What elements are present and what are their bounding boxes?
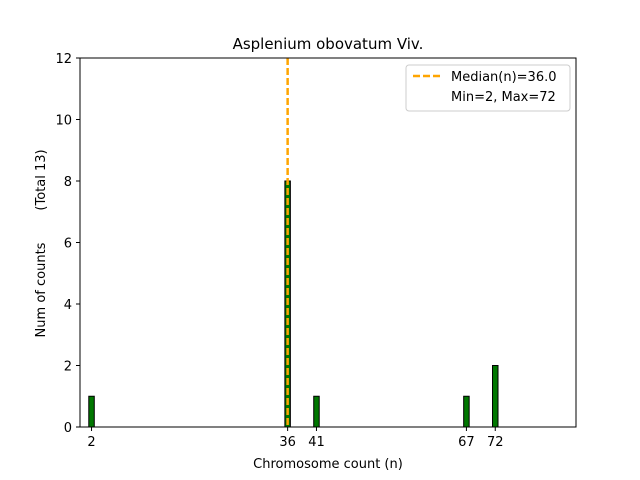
x-tick-label-67: 67 [458, 435, 475, 450]
y-tick-label-0: 0 [64, 421, 72, 436]
bar-2 [88, 395, 95, 428]
x-tick-label-41: 41 [308, 435, 325, 450]
y-tick-label-10: 10 [55, 114, 72, 129]
legend-box [405, 64, 571, 112]
y-tick-label-8: 8 [64, 175, 72, 190]
x-tick-label-2: 2 [87, 435, 95, 450]
y-axis-label: Num of counts [34, 242, 49, 337]
y-tick-label-12: 12 [55, 52, 72, 67]
chart-title: Asplenium obovatum Viv. [233, 35, 424, 53]
y-axis-ticks: 0 2 4 6 8 10 12 [55, 52, 80, 436]
bar-67 [463, 395, 470, 428]
y-tick-label-4: 4 [64, 298, 72, 313]
bar-72 [492, 365, 499, 428]
y-axis-total-note: (Total 13) [34, 149, 49, 210]
legend-median-label: Median(n)=36.0 [451, 70, 557, 85]
x-tick-label-72: 72 [487, 435, 504, 450]
legend: Median(n)=36.0 Min=2, Max=72 [405, 64, 571, 112]
bars-group [88, 180, 507, 428]
plot-frame [79, 57, 577, 428]
y-tick-label-6: 6 [64, 237, 72, 252]
y-tick-label-2: 2 [64, 360, 72, 375]
bar-41 [313, 395, 320, 428]
legend-range-label: Min=2, Max=72 [451, 90, 556, 105]
x-axis-label: Chromosome count (n) [253, 457, 403, 472]
x-axis-ticks: 2 36 41 67 72 [87, 427, 504, 450]
x-tick-label-36: 36 [279, 435, 296, 450]
